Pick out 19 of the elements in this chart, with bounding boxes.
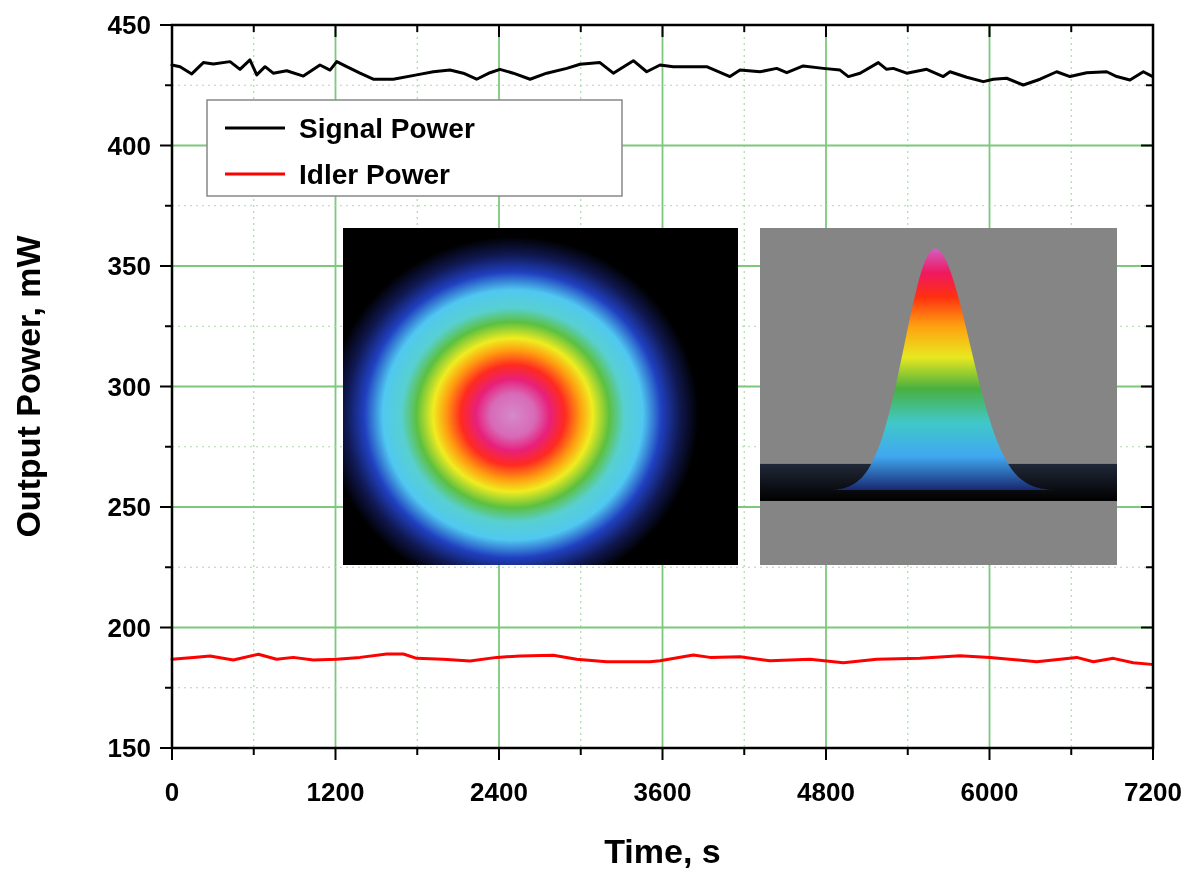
y-axis-title: Output Power, mW: [9, 234, 47, 538]
x-tick-label: 0: [164, 777, 180, 807]
x-tick-label: 7200: [1124, 777, 1182, 807]
legend-label: Idler Power: [299, 159, 451, 191]
x-tick-label: 6000: [960, 777, 1019, 807]
x-tick-label: 3600: [633, 777, 692, 807]
line-series: [170, 652, 1154, 666]
y-tick-label: 200: [107, 612, 151, 643]
x-tick-label: 4800: [797, 777, 855, 807]
y-tick-label: 350: [107, 251, 151, 282]
y-tick-label: 300: [107, 371, 151, 402]
x-tick-label: 2400: [470, 777, 528, 807]
legend-label: Signal Power: [299, 113, 475, 145]
y-tick-label: 400: [107, 130, 151, 161]
y-tick-label: 450: [107, 10, 151, 41]
x-axis-title: Time, s: [604, 832, 721, 870]
y-tick-label: 250: [107, 492, 151, 523]
x-tick-label: 1200: [306, 777, 365, 807]
y-tick-label: 150: [107, 733, 151, 764]
